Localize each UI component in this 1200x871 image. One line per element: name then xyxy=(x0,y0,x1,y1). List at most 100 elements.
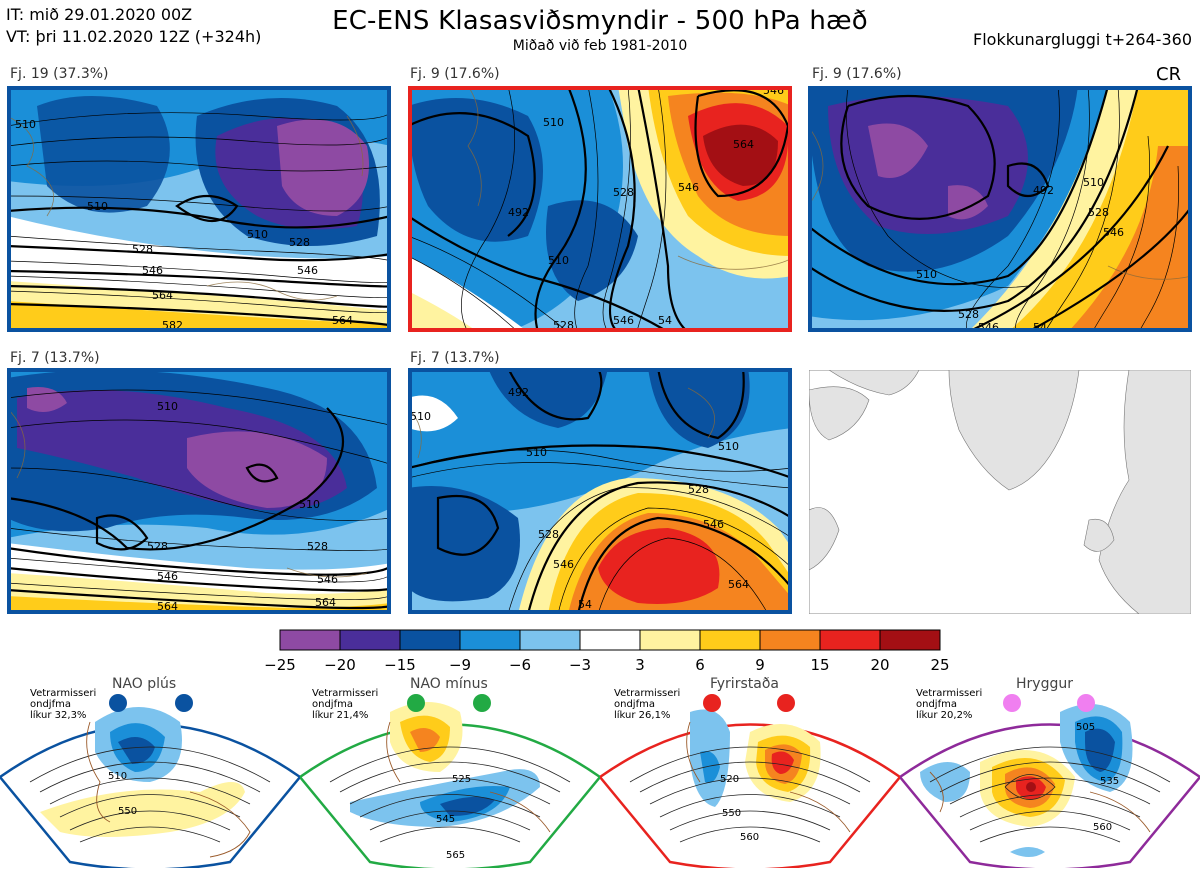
colorbar-tick-label: 25 xyxy=(930,656,949,674)
page-subtitle: Miðað við feb 1981-2010 xyxy=(512,38,688,54)
contour-label: 550 xyxy=(722,808,741,819)
colorbar-cell xyxy=(579,629,641,651)
contour-label: 510 xyxy=(410,410,431,423)
panel-1-label: Fj. 19 (37.3%) xyxy=(10,66,109,82)
contour-label: 564 xyxy=(733,138,754,151)
contour-label: 546 xyxy=(763,86,784,97)
contour-label: 492 xyxy=(508,206,529,219)
contour-label: 546 xyxy=(157,570,178,583)
contour-label: 54 xyxy=(1033,321,1047,332)
contour-label: 520 xyxy=(720,774,739,785)
regime-note-blocking: Vetrarmisseri ondjfma líkur 26,1% xyxy=(614,688,681,721)
regime-title-nao-plus: NAO plús xyxy=(112,676,177,692)
contour-label: 546 xyxy=(317,573,338,586)
contour-label: 564 xyxy=(728,578,749,591)
colorbar-tick-label: 6 xyxy=(695,656,705,674)
contour-label: 492 xyxy=(508,386,529,399)
contour-label: 510 xyxy=(108,771,127,782)
colorbar-cell xyxy=(399,629,461,651)
colorbar-tick-label: 15 xyxy=(810,656,829,674)
colorbar-tick-label: 20 xyxy=(870,656,889,674)
cluster-map-3: 492 510 528 510 546 528 546 54 xyxy=(808,86,1192,332)
contour-label: 525 xyxy=(452,774,471,785)
cluster-map-2: 510 492 528 546 564 510 528 546 54 546 xyxy=(408,86,792,332)
colorbar-cell xyxy=(339,629,401,651)
contour-label: 546 xyxy=(1103,226,1124,239)
contour-label: 510 xyxy=(548,254,569,267)
contour-label: 535 xyxy=(1100,776,1119,787)
panel-3-label: Fj. 9 (17.6%) xyxy=(812,66,902,82)
colorbar-cell xyxy=(279,629,341,651)
colorbar-ticks: −25 −20 −15 −9 −6 −3 3 6 9 15 20 25 xyxy=(264,656,949,674)
colorbar-cell xyxy=(459,629,521,651)
contour-label: 560 xyxy=(740,832,759,843)
regime-map-ridge: 505 535 560 xyxy=(900,694,1200,868)
colorbar-cell xyxy=(699,629,761,651)
colorbar-cell xyxy=(519,629,581,651)
contour-label: 545 xyxy=(436,814,455,825)
contour-label: 510 xyxy=(157,400,178,413)
contour-label: 546 xyxy=(613,314,634,327)
colorbar-tick-label: −9 xyxy=(449,656,471,674)
contour-label: 546 xyxy=(297,264,318,277)
contour-label: 528 xyxy=(688,483,709,496)
colorbar-tick-label: −20 xyxy=(324,656,356,674)
colorbar-tick-label: 3 xyxy=(635,656,645,674)
contour-label: 564 xyxy=(152,289,173,302)
contour-label: 510 xyxy=(543,116,564,129)
base-map xyxy=(809,370,1191,614)
regime-map-nao-plus: 510 550 xyxy=(0,694,302,868)
contour-label: 550 xyxy=(118,806,137,817)
contour-label: 510 xyxy=(916,268,937,281)
panel-4-label: Fj. 7 (13.7%) xyxy=(10,350,100,366)
regime-map-blocking: 520 550 560 xyxy=(600,694,902,868)
regime-title-nao-minus: NAO mínus xyxy=(410,676,488,692)
anomaly-colorbar: −25 −20 −15 −9 −6 −3 3 6 9 15 20 25 xyxy=(264,629,950,674)
colorbar-cell xyxy=(879,629,941,651)
cluster-map-5: 492 510 510 528 546 528 546 564 54 510 xyxy=(408,368,792,614)
colorbar-tick-label: −6 xyxy=(509,656,531,674)
regime-note-nao-plus: Vetrarmisseri ondjfma líkur 32,3% xyxy=(30,688,97,721)
contour-label: 492 xyxy=(1033,184,1054,197)
classification-window: Flokkunargluggi t+264-360 xyxy=(973,30,1192,49)
header-times: IT: mið 29.01.2020 00Z VT: þri 11.02.202… xyxy=(6,4,261,48)
colorbar-cell xyxy=(759,629,821,651)
contour-label: 510 xyxy=(15,118,36,131)
colorbar-cells xyxy=(279,629,941,651)
page-title: EC-ENS Klasasviðsmyndir - 500 hPa hæð xyxy=(332,6,868,36)
contour-label: 528 xyxy=(307,540,328,553)
regime-title-blocking: Fyrirstaða xyxy=(710,676,779,692)
regime-note-ridge: Vetrarmisseri ondjfma líkur 20,2% xyxy=(916,688,983,721)
colorbar-cell xyxy=(639,629,701,651)
contour-label: 560 xyxy=(1093,822,1112,833)
contour-label: 528 xyxy=(958,308,979,321)
contour-label: 510 xyxy=(299,498,320,511)
colorbar-tick-label: −15 xyxy=(384,656,416,674)
cr-label: CR xyxy=(1156,64,1182,85)
cluster-map-4: 510 510 528 546 546 564 564 528 xyxy=(7,368,391,614)
contour-label: 505 xyxy=(1076,722,1095,733)
valid-time: VT: þri 11.02.2020 12Z (+324h) xyxy=(6,27,262,46)
contour-label: 510 xyxy=(247,228,268,241)
colorbar-tick-label: −25 xyxy=(264,656,296,674)
cluster-map-1: 510 510 510 528 546 564 582 564 546 528 xyxy=(7,86,391,332)
contour-label: 528 xyxy=(147,540,168,553)
regime-title-ridge: Hryggur xyxy=(1016,676,1073,692)
contour-label: 528 xyxy=(613,186,634,199)
contour-label: 564 xyxy=(157,600,178,613)
contour-label: 528 xyxy=(289,236,310,249)
init-time: IT: mið 29.01.2020 00Z xyxy=(6,5,193,24)
contour-label: 528 xyxy=(538,528,559,541)
contour-label: 510 xyxy=(718,440,739,453)
contour-label: 510 xyxy=(1083,176,1104,189)
contour-label: 510 xyxy=(87,200,108,213)
contour-label: 528 xyxy=(132,243,153,256)
colorbar-tick-label: −3 xyxy=(569,656,591,674)
contour-label: 546 xyxy=(678,181,699,194)
contour-label: 564 xyxy=(332,314,353,327)
contour-label: 54 xyxy=(658,314,672,327)
contour-label: 546 xyxy=(142,264,163,277)
colorbar-cell xyxy=(819,629,881,651)
panel-5-label: Fj. 7 (13.7%) xyxy=(410,350,500,366)
contour-label: 564 xyxy=(315,596,336,609)
